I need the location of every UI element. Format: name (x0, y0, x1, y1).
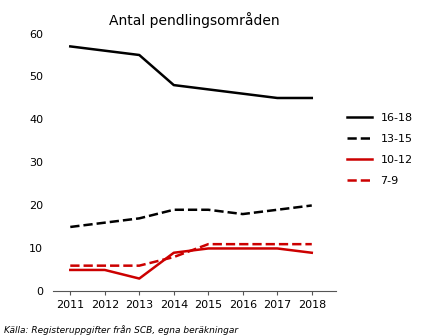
Title: Antal pendlingsområden: Antal pendlingsområden (109, 12, 280, 28)
Text: Källa: Registeruppgifter från SCB, egna beräkningar: Källa: Registeruppgifter från SCB, egna … (4, 325, 239, 335)
Legend: 16-18, 13-15, 10-12, 7-9: 16-18, 13-15, 10-12, 7-9 (347, 113, 412, 186)
